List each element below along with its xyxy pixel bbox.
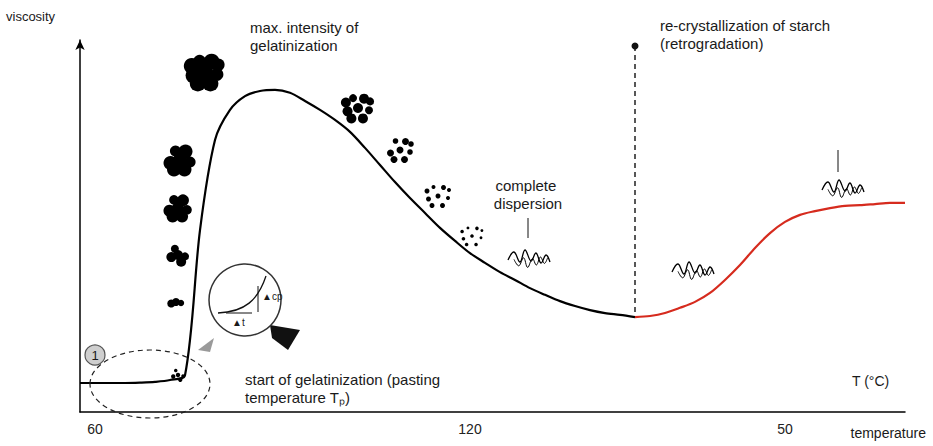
svg-text:▲cp: ▲cp	[262, 291, 283, 302]
svg-text:max. intensity of: max. intensity of	[250, 19, 363, 36]
svg-text:viscosity: viscosity	[6, 9, 56, 24]
svg-text:re-crystallization of starch: re-crystallization of starch	[660, 17, 834, 34]
svg-text:T (°C): T (°C)	[852, 373, 889, 389]
svg-text:temperature Tₚ): temperature Tₚ)	[245, 389, 350, 407]
svg-text:50: 50	[777, 421, 793, 437]
svg-text:complete: complete	[495, 177, 560, 194]
svg-text:dispersion: dispersion	[494, 195, 562, 212]
svg-text:60: 60	[87, 421, 103, 437]
svg-text:temperature: temperature	[851, 425, 927, 441]
svg-text:(retrogradation): (retrogradation)	[660, 35, 763, 52]
svg-text:▲t: ▲t	[232, 317, 245, 328]
svg-text:start of gelatinization (pasti: start of gelatinization (pasting	[245, 371, 444, 388]
svg-text:120: 120	[458, 421, 482, 437]
svg-text:gelatinization: gelatinization	[250, 37, 338, 54]
svg-text:1: 1	[91, 348, 98, 363]
